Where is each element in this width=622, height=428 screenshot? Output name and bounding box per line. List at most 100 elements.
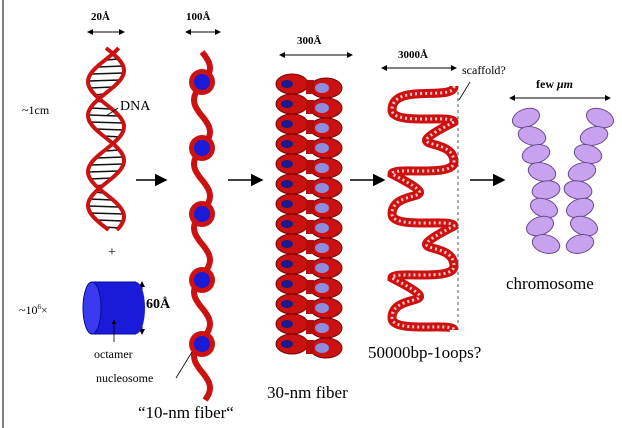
histone-core (194, 74, 210, 90)
solenoid-core (315, 343, 329, 353)
histone-core (194, 206, 210, 222)
chromatid-coil (567, 162, 597, 182)
solenoid-core (315, 243, 329, 253)
chromatid-coil (579, 126, 609, 146)
solenoid-linker (306, 220, 314, 234)
octamer-label: octamer (94, 347, 133, 361)
solenoid-core (281, 80, 293, 88)
loops-width-label: 3000Å (398, 49, 428, 61)
chromatid-coil (565, 234, 595, 254)
histone-core (194, 336, 210, 352)
base-pair-rung (89, 198, 112, 201)
solenoid-core (281, 220, 293, 228)
loop-texture (390, 85, 456, 332)
solenoid-core (315, 143, 329, 153)
loop-fiber (387, 84, 459, 335)
solenoid-core (315, 123, 329, 133)
dna-strand-b (85, 46, 127, 232)
base-pair-rung (96, 219, 124, 222)
base-pair-rung (95, 128, 124, 131)
base-pair-rung (90, 163, 124, 166)
solenoid-core (281, 260, 293, 268)
dna-strand-a (85, 46, 127, 232)
solenoid-core (281, 100, 293, 108)
dna-double-helix (85, 46, 127, 232)
base-pair-rung (90, 212, 124, 215)
solenoid-linker (306, 240, 314, 254)
fiber10-label: “10-nm fiber“ (138, 403, 234, 422)
octamer-cylinder (82, 281, 145, 335)
chromosome-label: chromosome (506, 274, 594, 293)
fiber10-width-label: 100Å (186, 11, 211, 23)
base-pair-rung (87, 170, 120, 173)
solenoid-core (315, 183, 329, 193)
solenoid-core (281, 120, 293, 128)
solenoid-linker (306, 340, 314, 354)
solenoid-linker (306, 200, 314, 214)
scaffold-label: scaffold? (462, 63, 506, 77)
solenoid-linker (306, 280, 314, 294)
solenoid-core (315, 303, 329, 313)
base-pair-rung (87, 114, 119, 117)
solenoid-core (315, 103, 329, 113)
chromosome-width-label: few μm (536, 77, 574, 91)
solenoid-core (281, 160, 293, 168)
nucleosome-pointer-line (175, 351, 193, 379)
solenoid-linker (306, 180, 314, 194)
solenoid-linker (306, 260, 314, 274)
solenoid-linker (306, 80, 314, 94)
solenoid-core (281, 300, 293, 308)
dna-width-label: 20Å (91, 11, 110, 23)
octamer-count-label: ~106× (19, 303, 48, 317)
thirty-nm-fiber (275, 73, 343, 359)
solenoid-core (281, 280, 293, 288)
solenoid-core (281, 320, 293, 328)
base-pair-rung (88, 79, 121, 82)
solenoid-core (315, 163, 329, 173)
fiber30-width-label: 300Å (297, 35, 322, 47)
solenoid-core (315, 263, 329, 273)
chromatid-coil (531, 180, 561, 200)
chromatid-coil (517, 126, 547, 146)
chromatin-loops (387, 84, 459, 335)
dna-length-label: ~1cm (22, 103, 50, 117)
solenoid-linker (306, 160, 314, 174)
base-pair-rung (96, 156, 124, 159)
base-pair-rung (91, 72, 124, 75)
solenoid-core (315, 203, 329, 213)
base-pair-rung (89, 177, 113, 180)
solenoid-linker (306, 320, 314, 334)
loops-label: 50000bp-1oops? (368, 343, 482, 362)
chromosome-shape (511, 107, 615, 254)
fiber30-label: 30-nm fiber (267, 383, 348, 402)
chromatid-coil (527, 162, 557, 182)
solenoid-core (315, 283, 329, 293)
solenoid-core (315, 83, 329, 93)
dna-pointer-line (105, 107, 119, 117)
solenoid-linker (306, 100, 314, 114)
histone-core (194, 140, 210, 156)
scaffold-pointer-line (458, 81, 471, 101)
nucleosome-label: nucleosome (96, 371, 154, 385)
base-pair-rung (90, 107, 111, 110)
ten-nm-fiber (189, 50, 215, 402)
base-pair-rung (87, 205, 120, 208)
solenoid-core (281, 240, 293, 248)
solenoid-linker (306, 120, 314, 134)
base-pair-rung (89, 86, 114, 89)
base-pair-rung (97, 65, 124, 68)
base-pair-rung (89, 121, 124, 124)
histone-core (194, 272, 210, 288)
solenoid-core (281, 180, 293, 188)
chromatid-coil (531, 234, 561, 254)
solenoid-linker (306, 300, 314, 314)
dna-label: DNA (120, 99, 151, 114)
solenoid-core (281, 200, 293, 208)
solenoid-core (315, 323, 329, 333)
solenoid-core (315, 223, 329, 233)
chromatid-coil (563, 180, 593, 200)
solenoid-core (281, 140, 293, 148)
solenoid-core (281, 340, 293, 348)
